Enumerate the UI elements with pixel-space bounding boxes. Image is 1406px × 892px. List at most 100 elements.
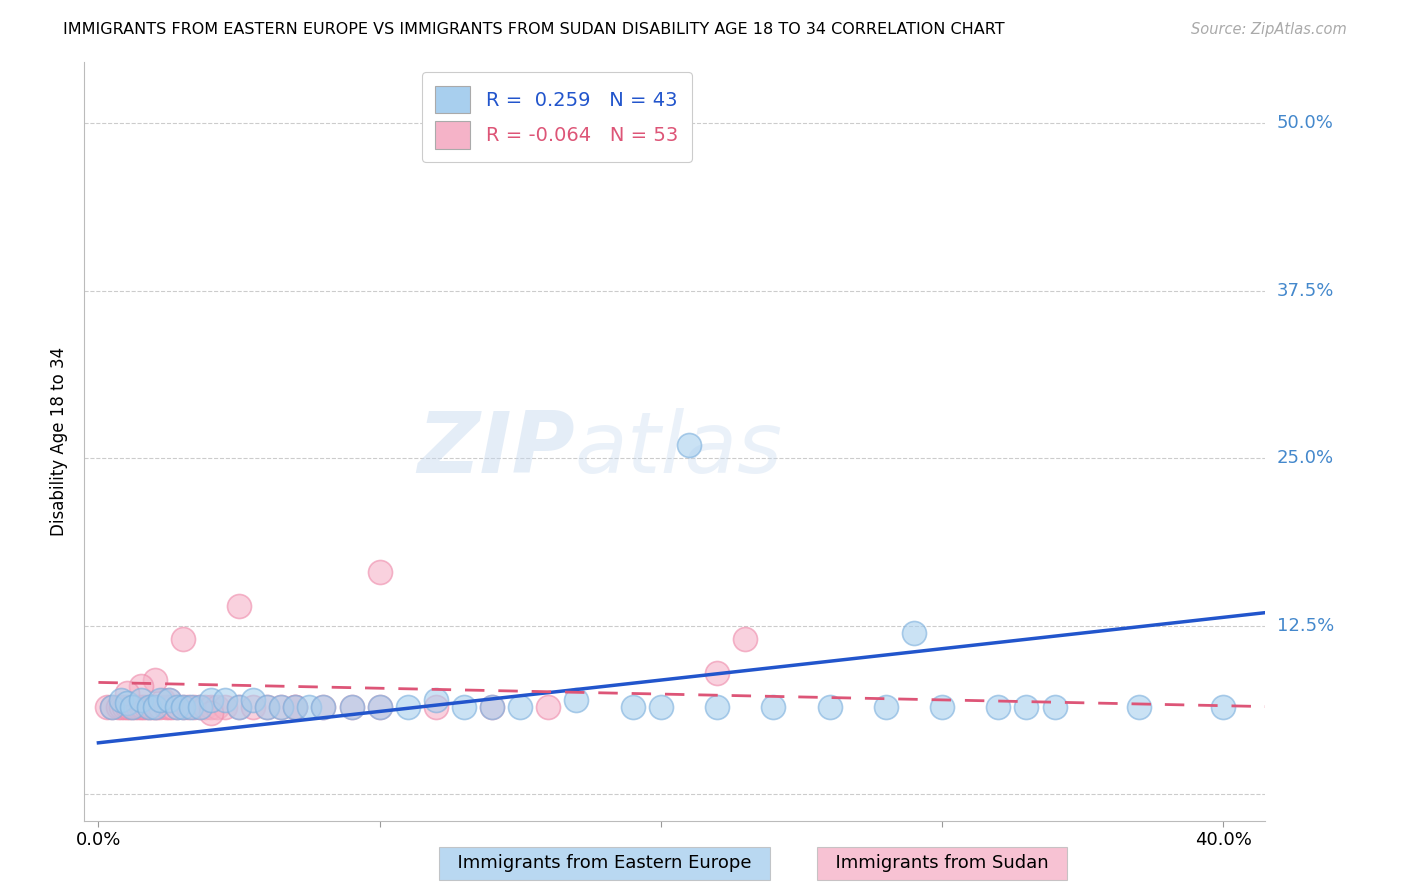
Point [127, 699, 149, 714]
Point [1212, 699, 1234, 714]
Point [214, 693, 236, 707]
Text: atlas: atlas [575, 408, 783, 491]
Point [1128, 699, 1150, 714]
Point [270, 699, 292, 714]
Point [96, 699, 118, 714]
Text: Immigrants from Eastern Europe: Immigrants from Eastern Europe [446, 855, 763, 872]
Point [157, 693, 180, 707]
Point [1043, 699, 1066, 714]
Point [228, 699, 250, 714]
Point [537, 699, 560, 714]
Point [177, 699, 200, 714]
Point [135, 699, 157, 714]
Point [453, 699, 475, 714]
Point [118, 699, 141, 714]
Point [194, 699, 217, 714]
Point [166, 699, 188, 714]
Text: 12.5%: 12.5% [1277, 617, 1334, 635]
Point [298, 699, 321, 714]
Point [706, 666, 728, 681]
Point [214, 699, 236, 714]
Point [157, 693, 180, 707]
Point [188, 699, 211, 714]
Point [172, 699, 194, 714]
Point [312, 699, 335, 714]
Point [188, 699, 211, 714]
Point [115, 696, 138, 710]
Point [155, 699, 177, 714]
Point [143, 699, 166, 714]
Point [124, 699, 146, 714]
Point [509, 699, 531, 714]
Point [112, 699, 135, 714]
Point [110, 693, 132, 707]
Point [101, 699, 124, 714]
Point [152, 693, 174, 707]
Point [931, 699, 953, 714]
Y-axis label: Disability Age 18 to 34: Disability Age 18 to 34 [51, 347, 69, 536]
Point [143, 699, 166, 714]
Point [129, 693, 152, 707]
Point [284, 699, 307, 714]
Point [115, 686, 138, 700]
Text: ZIP: ZIP [416, 408, 575, 491]
Point [340, 699, 363, 714]
Point [396, 699, 419, 714]
Point [121, 699, 143, 714]
Point [101, 699, 124, 714]
Point [312, 699, 335, 714]
Point [762, 699, 785, 714]
Point [160, 699, 183, 714]
Point [129, 699, 152, 714]
Text: Source: ZipAtlas.com: Source: ZipAtlas.com [1191, 22, 1347, 37]
Point [734, 632, 756, 647]
Point [183, 699, 205, 714]
Point [425, 693, 447, 707]
Point [157, 699, 180, 714]
Point [143, 673, 166, 687]
Point [875, 699, 897, 714]
Point [166, 699, 188, 714]
Point [115, 699, 138, 714]
Point [129, 680, 152, 694]
Point [141, 699, 163, 714]
Point [228, 599, 250, 613]
Point [172, 632, 194, 647]
Point [481, 699, 503, 714]
Point [200, 693, 222, 707]
Point [481, 699, 503, 714]
Point [256, 699, 278, 714]
Point [107, 699, 129, 714]
Point [706, 699, 728, 714]
Point [256, 699, 278, 714]
Text: 50.0%: 50.0% [1277, 114, 1333, 132]
Legend: R =  0.259   N = 43, R = -0.064   N = 53: R = 0.259 N = 43, R = -0.064 N = 53 [422, 72, 692, 162]
Point [180, 699, 202, 714]
Point [678, 438, 700, 452]
Point [121, 699, 143, 714]
Point [818, 699, 841, 714]
Point [149, 699, 172, 714]
Point [146, 699, 169, 714]
Point [110, 699, 132, 714]
Point [650, 699, 672, 714]
Point [138, 699, 160, 714]
Point [368, 699, 391, 714]
Point [132, 699, 155, 714]
Point [368, 699, 391, 714]
Text: 37.5%: 37.5% [1277, 282, 1334, 300]
Point [368, 566, 391, 580]
Point [565, 693, 588, 707]
Point [1015, 699, 1038, 714]
Point [242, 699, 264, 714]
Point [172, 699, 194, 714]
Point [200, 699, 222, 714]
Point [284, 699, 307, 714]
Point [200, 706, 222, 721]
Text: 25.0%: 25.0% [1277, 450, 1334, 467]
Point [903, 625, 925, 640]
Point [242, 693, 264, 707]
Point [270, 699, 292, 714]
Point [425, 699, 447, 714]
Text: Immigrants from Sudan: Immigrants from Sudan [824, 855, 1060, 872]
